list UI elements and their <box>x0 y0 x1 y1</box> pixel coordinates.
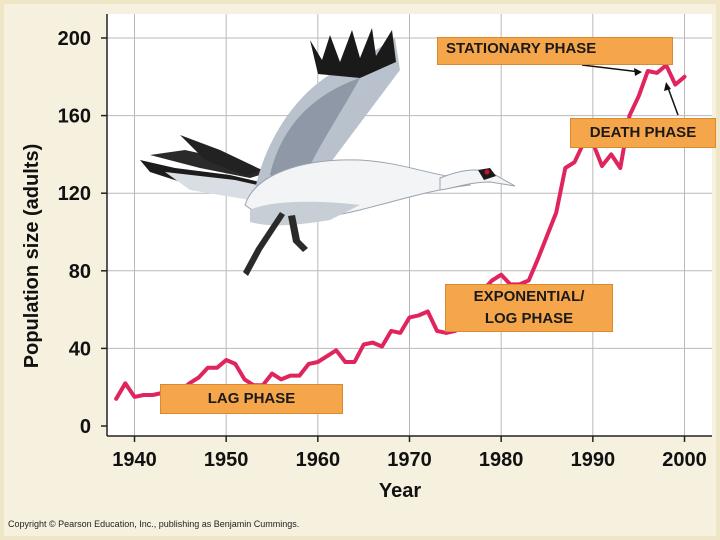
y-tick-label: 200 <box>58 28 91 50</box>
x-tick-label: 1980 <box>479 449 524 471</box>
stationary-phase-callout: STATIONARY PHASE <box>437 37 673 65</box>
y-axis-label: Population size (adults) <box>21 144 43 368</box>
callout-arrows <box>581 64 679 116</box>
x-tick-label: 1950 <box>204 449 249 471</box>
death-phase-label: DEATH PHASE <box>589 124 697 141</box>
exponential-phase-callout: EXPONENTIAL/ LOG PHASE <box>445 284 613 332</box>
x-tick-label: 1940 <box>112 449 157 471</box>
x-tick-label: 1960 <box>296 449 341 471</box>
y-tick-label: 160 <box>58 106 91 128</box>
copyright-text: Copyright © Pearson Education, Inc., pub… <box>8 519 300 529</box>
lag-phase-label: LAG PHASE <box>207 390 296 407</box>
y-tick-labels: 0 40 80 120 160 200 <box>58 28 107 438</box>
stationary-phase-label: STATIONARY PHASE <box>446 40 597 57</box>
y-tick-label: 0 <box>80 416 91 438</box>
x-tick-labels: 1940 1950 1960 1970 1980 1990 2000 <box>112 436 707 471</box>
exponential-phase-label-line1: EXPONENTIAL/ <box>473 288 585 305</box>
lag-phase-callout: LAG PHASE <box>160 384 343 414</box>
y-tick-label: 40 <box>69 338 91 360</box>
y-tick-label: 80 <box>69 261 91 283</box>
exponential-phase-label-line2: LOG PHASE <box>484 310 574 327</box>
grid-lines <box>107 14 712 436</box>
x-tick-label: 1990 <box>571 449 616 471</box>
death-phase-callout: DEATH PHASE <box>570 118 716 148</box>
x-tick-label: 1970 <box>387 449 432 471</box>
x-axis-label: Year <box>379 480 421 502</box>
whooping-crane-illustration <box>140 28 516 276</box>
y-tick-label: 120 <box>58 183 91 205</box>
x-tick-label: 2000 <box>662 449 707 471</box>
